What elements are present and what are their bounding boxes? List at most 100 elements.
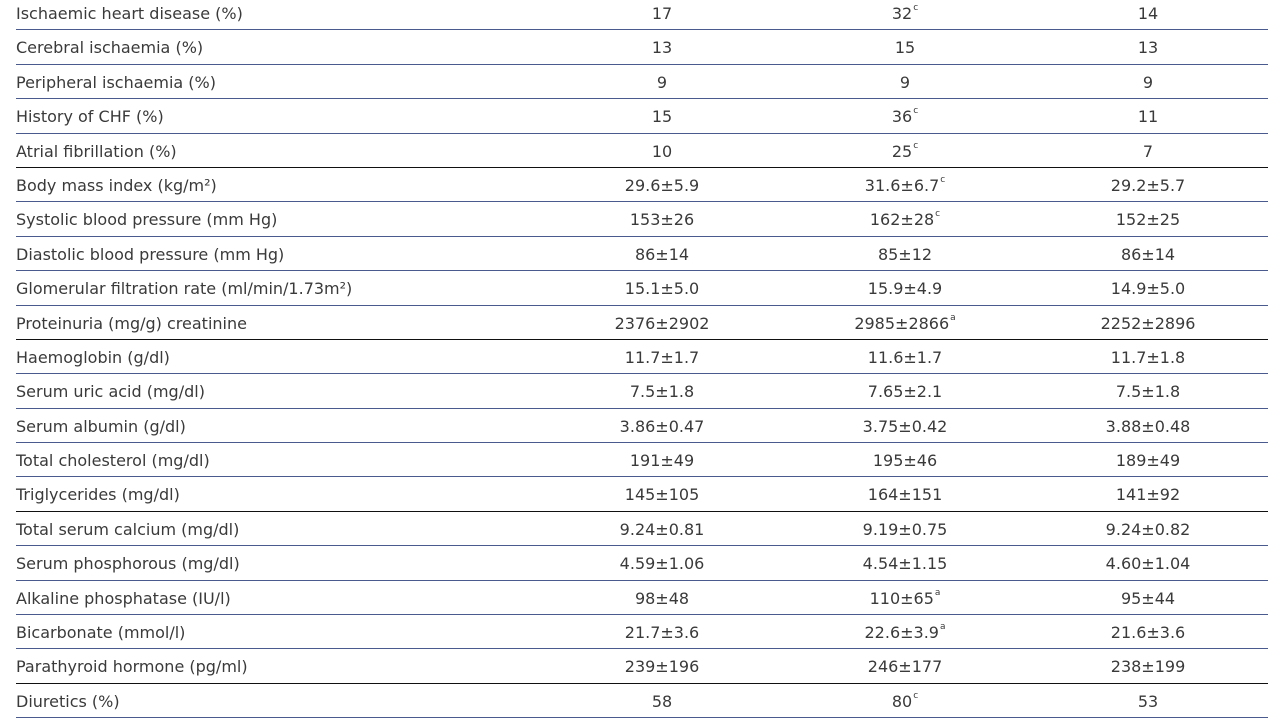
value-cell: 13	[652, 30, 672, 63]
value-cell: 238±199	[1111, 649, 1185, 682]
value-cell: 7.5±1.8	[1116, 374, 1180, 407]
table-row: Cerebral ischaemia (%) 13 15 13	[16, 30, 1268, 65]
table-row: Serum uric acid (mg/dl) 7.5±1.8 7.65±2.1 7.…	[16, 374, 1268, 409]
cell-value: 15	[651, 107, 673, 127]
table-row: Peripheral ischaemia (%) 9 9 9	[16, 65, 1268, 100]
cell-value: 2252±2896	[1100, 313, 1196, 333]
value-cell: 145±105	[625, 477, 699, 510]
value-cell: 13	[1138, 30, 1158, 63]
row-label: Haemoglobin (g/dl)	[16, 347, 170, 367]
cell-value: 239±196	[624, 657, 700, 677]
cell-value: 9.24±0.81	[619, 519, 705, 539]
cell-value: 86±14	[1120, 244, 1176, 264]
footnote-marker: c	[940, 174, 946, 185]
value-cell: 2252±2896	[1101, 306, 1196, 339]
cell-value: 95±44	[1120, 588, 1176, 608]
footnote-marker: c	[913, 140, 919, 151]
value-cell: 14	[1138, 0, 1158, 29]
cell-value: 9	[1142, 72, 1154, 92]
cell-value: 3.75±0.42	[862, 416, 948, 436]
value-cell: 152±25	[1116, 202, 1180, 235]
value-cell: 15	[895, 30, 915, 63]
value-cell: 9.24±0.82	[1106, 512, 1191, 545]
table-row: Haemoglobin (g/dl) 11.7±1.7 11.6±1.7 11.7±1…	[16, 340, 1268, 375]
value-cell: 11.6±1.7	[868, 340, 942, 373]
value-cell: 86±14	[1121, 237, 1175, 270]
footnote-marker: a	[934, 587, 941, 598]
row-label: Total serum calcium (mg/dl)	[16, 519, 240, 539]
row-label: History of CHF (%)	[16, 107, 164, 127]
value-cell: 9	[657, 65, 667, 98]
cell-value: 3.86±0.47	[619, 416, 705, 436]
value-cell: 98±48	[635, 581, 689, 614]
value-cell: 53	[1138, 684, 1158, 717]
row-label: Ischaemic heart disease (%)	[16, 4, 243, 23]
table-row: Glomerular filtration rate (ml/min/1.73m…	[16, 271, 1268, 306]
cell-value: 238±199	[1110, 657, 1186, 677]
cell-value: 2376±2902	[614, 313, 710, 333]
value-cell: 2376±2902	[615, 306, 710, 339]
value-cell: 11	[1138, 99, 1158, 132]
value-cell: 17	[652, 0, 672, 29]
cell-value: 162±28	[869, 210, 935, 230]
footnote-marker: c	[913, 690, 919, 701]
value-cell: 58	[652, 684, 672, 717]
cell-value: 11.7±1.7	[624, 347, 700, 367]
row-label: Bicarbonate (mmol/l)	[16, 623, 186, 643]
cell-value: 31.6±6.7	[864, 175, 940, 195]
data-table: Ischaemic heart disease (%) 17 32c 14 Cerebr…	[16, 0, 1268, 719]
value-cell: 29.6±5.9	[625, 168, 699, 201]
cell-value: 11.6±1.7	[867, 347, 943, 367]
row-label: Atrial fibrillation (%)	[16, 141, 177, 161]
cell-value: 15	[894, 38, 916, 58]
cell-value: 9	[899, 72, 911, 92]
cell-value: 85±12	[877, 244, 933, 264]
cell-value: 11	[1137, 107, 1159, 127]
cell-value: 25	[891, 141, 913, 161]
cell-value: 110±65	[869, 588, 934, 608]
value-cell: 7	[1143, 134, 1153, 167]
value-cell: 14.9±5.0	[1111, 271, 1185, 304]
cell-value: 7.65±2.1	[867, 382, 943, 402]
cell-value: 15.9±4.9	[867, 279, 943, 299]
row-label: Glomerular filtration rate (ml/min/1.73m…	[16, 279, 353, 299]
value-cell: 22.6±3.9a	[865, 615, 946, 648]
row-label: Diastolic blood pressure (mm Hg)	[16, 244, 285, 264]
cell-value: 3.88±0.48	[1105, 416, 1191, 436]
value-cell: 153±26	[630, 202, 694, 235]
cell-value: 152±25	[1115, 210, 1181, 230]
value-cell: 164±151	[868, 477, 942, 510]
row-label: Parathyroid hormone (pg/ml)	[16, 657, 248, 677]
cell-value: 53	[1137, 691, 1159, 711]
cell-value: 7.5±1.8	[1115, 382, 1181, 402]
cell-value: 9.19±0.75	[862, 519, 948, 539]
row-label: Serum albumin (g/dl)	[16, 416, 186, 436]
value-cell: 25c	[892, 134, 918, 167]
value-cell: 3.86±0.47	[620, 409, 705, 442]
value-cell: 141±92	[1116, 477, 1180, 510]
value-cell: 95±44	[1121, 581, 1175, 614]
table-row: Alkaline phosphatase (IU/l) 98±48 110±65a 9…	[16, 581, 1268, 616]
cell-value: 29.2±5.7	[1110, 175, 1186, 195]
table-row: Body mass index (kg/m²) 29.6±5.9 31.6±6.7c…	[16, 168, 1268, 203]
row-label: Peripheral ischaemia (%)	[16, 72, 216, 92]
value-cell: 31.6±6.7c	[865, 168, 945, 201]
value-cell: 3.88±0.48	[1106, 409, 1191, 442]
cell-value: 11.7±1.8	[1110, 347, 1186, 367]
value-cell: 9.24±0.81	[620, 512, 705, 545]
cell-value: 145±105	[624, 485, 700, 505]
cell-value: 36	[891, 107, 913, 127]
value-cell: 21.6±3.6	[1111, 615, 1185, 648]
value-cell: 3.75±0.42	[863, 409, 948, 442]
value-cell: 11.7±1.7	[625, 340, 699, 373]
cell-value: 4.59±1.06	[619, 554, 705, 574]
cell-value: 189±49	[1115, 451, 1181, 471]
table-row: Total cholesterol (mg/dl) 191±49 195±46 189…	[16, 443, 1268, 478]
value-cell: 189±49	[1116, 443, 1180, 476]
value-cell: 4.59±1.06	[620, 546, 705, 579]
table-row: Serum phosphorous (mg/dl) 4.59±1.06 4.54±1…	[16, 546, 1268, 581]
cell-value: 86±14	[634, 244, 690, 264]
value-cell: 36c	[892, 99, 918, 132]
value-cell: 162±28c	[870, 202, 940, 235]
value-cell: 7.5±1.8	[630, 374, 694, 407]
